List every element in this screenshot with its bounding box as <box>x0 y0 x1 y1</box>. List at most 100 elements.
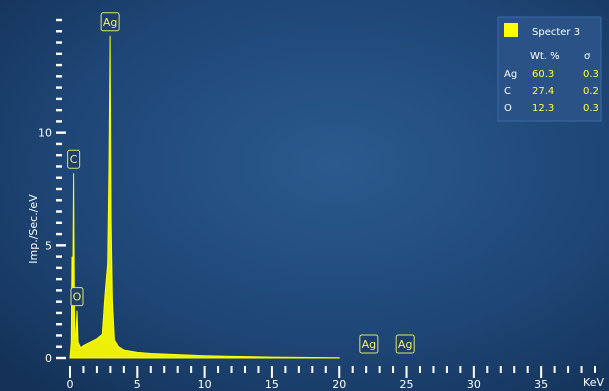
peak-label: Ag <box>362 338 377 351</box>
x-major-tick <box>136 366 139 378</box>
peak-label: C <box>70 153 78 166</box>
x-minor-tick <box>95 366 98 373</box>
x-minor-tick <box>513 366 516 373</box>
y-minor-tick <box>56 176 62 179</box>
y-minor-tick <box>56 86 62 89</box>
y-tick-label: 10 <box>38 127 52 140</box>
x-minor-tick <box>230 366 233 373</box>
y-major-tick <box>56 244 66 247</box>
peak-label: Ag <box>398 338 413 351</box>
legend-element: C <box>504 86 511 97</box>
x-minor-tick <box>486 366 489 373</box>
x-minor-tick <box>284 366 287 373</box>
x-minor-tick <box>109 366 112 373</box>
legend-sigma-value: 0.3 <box>583 103 599 114</box>
x-tick-label: 0 <box>67 378 74 391</box>
y-minor-tick <box>56 142 62 146</box>
y-minor-tick <box>56 75 62 78</box>
y-minor-tick <box>56 300 62 303</box>
peak-label: Ag <box>103 16 118 29</box>
x-minor-tick <box>176 366 179 373</box>
legend-title: Specter 3 <box>532 27 580 38</box>
legend-sigma-value: 0.3 <box>583 69 599 80</box>
y-tick-label: 5 <box>45 239 52 252</box>
x-tick-label: 25 <box>400 378 414 391</box>
x-major-tick <box>203 366 206 378</box>
y-minor-tick <box>56 41 62 44</box>
peak-label: O <box>73 291 82 304</box>
x-minor-tick <box>217 366 220 373</box>
x-minor-tick <box>499 366 502 373</box>
x-major-tick <box>338 366 341 378</box>
y-minor-tick <box>56 221 62 224</box>
x-tick-label: 10 <box>198 378 212 391</box>
x-minor-tick <box>257 366 260 373</box>
legend-sigma-value: 0.2 <box>583 86 599 97</box>
legend-element: O <box>504 103 512 114</box>
y-minor-tick <box>56 165 62 168</box>
y-minor-tick <box>56 63 62 67</box>
y-minor-tick <box>56 255 62 258</box>
x-minor-tick <box>594 366 596 373</box>
peak-label-box <box>100 12 120 32</box>
peak-label-box <box>359 334 379 354</box>
y-minor-tick <box>56 154 62 157</box>
y-tick-label: 0 <box>45 352 52 365</box>
y-minor-tick <box>56 97 62 101</box>
peak-label-box <box>70 287 84 307</box>
x-minor-tick <box>378 366 381 373</box>
x-minor-tick <box>432 366 435 373</box>
x-minor-tick <box>190 366 193 373</box>
spectrum-series <box>69 35 340 359</box>
x-minor-tick <box>445 366 448 373</box>
x-tick-label: 20 <box>332 378 346 391</box>
x-major-tick <box>540 366 543 378</box>
x-minor-tick <box>392 366 395 373</box>
y-major-tick <box>56 356 66 360</box>
peak-label-box <box>67 149 81 169</box>
peak-label-box <box>395 334 415 354</box>
x-minor-tick <box>163 366 166 373</box>
x-minor-tick <box>297 366 300 373</box>
x-minor-tick <box>580 366 583 373</box>
y-minor-tick <box>56 345 62 348</box>
x-minor-tick <box>244 366 246 373</box>
x-minor-tick <box>365 366 368 373</box>
y-minor-tick <box>56 199 62 202</box>
y-minor-tick <box>56 323 62 326</box>
x-minor-tick <box>311 366 314 373</box>
x-axis-title: KeV <box>583 376 604 389</box>
x-minor-tick <box>324 366 327 373</box>
x-tick-label: 5 <box>134 378 141 391</box>
legend-wt-value: 27.4 <box>532 86 554 97</box>
x-major-tick <box>69 366 71 378</box>
x-minor-tick <box>351 366 354 373</box>
x-major-tick <box>270 366 273 378</box>
x-minor-tick <box>149 366 152 373</box>
x-minor-tick <box>526 366 529 373</box>
y-minor-tick <box>56 277 62 281</box>
x-minor-tick <box>419 366 421 373</box>
y-minor-tick <box>56 289 62 292</box>
legend-element: Ag <box>504 69 517 80</box>
y-minor-tick <box>56 108 62 112</box>
y-minor-tick <box>56 266 62 270</box>
y-minor-tick <box>56 18 62 22</box>
x-major-tick <box>472 366 475 378</box>
x-minor-tick <box>567 366 570 373</box>
x-minor-tick <box>553 366 556 373</box>
x-tick-label: 15 <box>265 378 279 391</box>
y-axis-title: Imp./Sec./eV <box>27 194 40 264</box>
legend-box <box>497 16 602 122</box>
y-minor-tick <box>56 232 62 236</box>
x-tick-label: 30 <box>467 378 481 391</box>
y-minor-tick <box>56 210 62 213</box>
y-minor-tick <box>56 311 62 315</box>
x-minor-tick <box>122 366 125 373</box>
legend-header-sigma: σ <box>584 51 591 62</box>
y-minor-tick <box>56 52 62 55</box>
legend-wt-value: 60.3 <box>532 69 554 80</box>
x-tick-label: 35 <box>534 378 548 391</box>
